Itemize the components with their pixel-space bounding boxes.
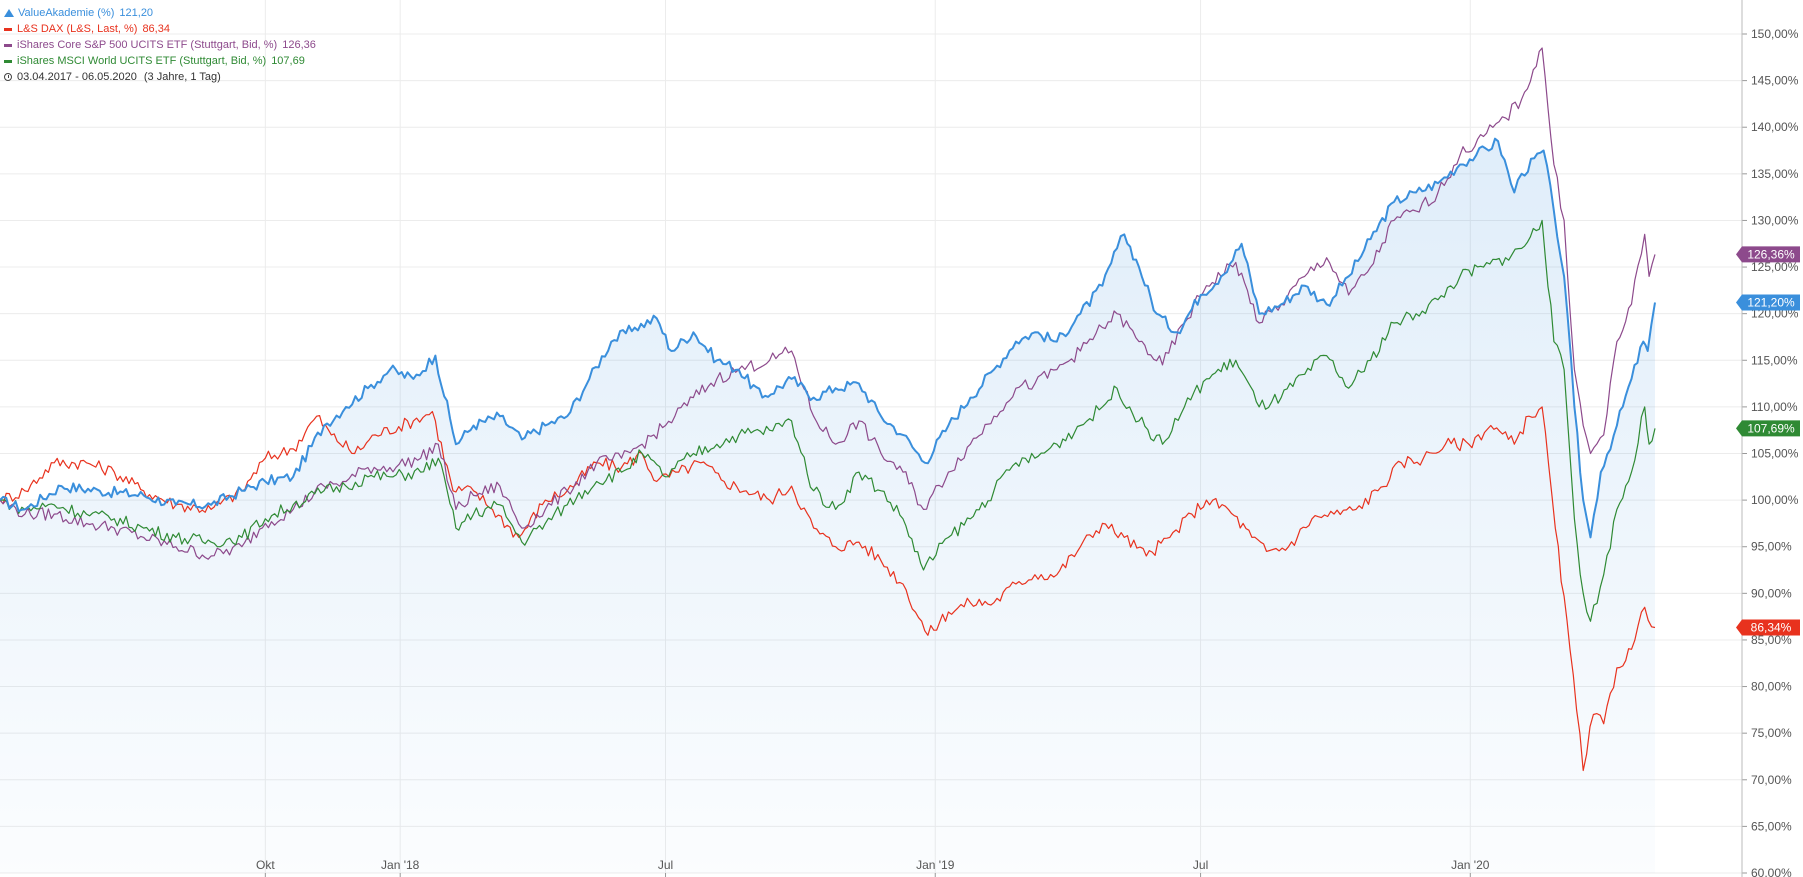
legend-label: iShares Core S&P 500 UCITS ETF (Stuttgar… [17, 39, 278, 51]
chart-legend: ValueAkademie (%) 121,20 L&S DAX (L&S, L… [4, 5, 316, 85]
line-icon [4, 59, 12, 63]
x-tick-label: Jan '20 [1451, 858, 1490, 872]
badge-label: 126,36% [1747, 247, 1795, 261]
y-tick-label: 85,00% [1751, 633, 1792, 647]
badge-label: 121,20% [1747, 295, 1795, 309]
clock-icon [4, 73, 12, 81]
y-tick-label: 95,00% [1751, 540, 1792, 554]
y-tick-label: 125,00% [1751, 260, 1799, 274]
y-tick-label: 150,00% [1751, 27, 1799, 41]
y-tick-label: 65,00% [1751, 819, 1792, 833]
y-tick-label: 105,00% [1751, 447, 1799, 461]
y-tick-label: 140,00% [1751, 120, 1799, 134]
badge-valueakademie: 121,20% [1736, 294, 1800, 311]
series-line-dax [0, 406, 1656, 772]
x-tick-label: Jul [658, 858, 673, 872]
badge-sp500: 126,36% [1736, 246, 1800, 263]
period-note: (3 Jahre, 1 Tag) [143, 71, 221, 83]
badge-label: 86,34% [1751, 620, 1792, 634]
y-tick-label: 75,00% [1751, 726, 1792, 740]
last-value-badges: 121,20% 86,34% 126,36% 107,69% [1736, 246, 1800, 636]
legend-item-msci-world[interactable]: iShares MSCI World UCITS ETF (Stuttgart,… [4, 53, 316, 69]
badge-msci-world: 107,69% [1736, 420, 1800, 437]
y-tick-label: 110,00% [1751, 400, 1798, 414]
series-layer [0, 47, 1656, 772]
legend-value: 121,20 [119, 7, 154, 19]
area-icon [4, 9, 14, 17]
x-tick-label: Jan '18 [381, 858, 420, 872]
badge-shape [1736, 619, 1800, 636]
line-icon [4, 43, 12, 47]
legend-label: L&S DAX (L&S, Last, %) [17, 23, 138, 35]
legend-label: iShares MSCI World UCITS ETF (Stuttgart,… [17, 55, 267, 67]
line-icon [4, 27, 12, 31]
x-axis: Okt Jan '18 Jul Jan '19 Jul Jan '20 [256, 858, 1490, 877]
legend-value: 86,34 [142, 23, 170, 35]
x-tick-label: Jan '19 [916, 858, 955, 872]
area-layer [0, 138, 1655, 873]
legend-period: 03.04.2017 - 06.05.2020 (3 Jahre, 1 Tag) [4, 69, 316, 85]
y-tick-label: 70,00% [1751, 773, 1792, 787]
y-tick-label: 130,00% [1751, 213, 1799, 227]
badge-shape [1736, 246, 1800, 263]
y-tick-label: 60,00% [1751, 866, 1792, 877]
legend-value: 107,69 [271, 55, 305, 67]
series-area-valueakademie [0, 138, 1655, 873]
x-tick-label: Okt [256, 858, 275, 872]
badge-shape [1736, 294, 1800, 311]
series-line-msci-world [0, 219, 1656, 622]
legend-label: ValueAkademie (%) [18, 7, 115, 19]
badge-dax: 86,34% [1736, 619, 1800, 636]
y-tick-label: 135,00% [1751, 167, 1799, 181]
legend-item-sp500[interactable]: iShares Core S&P 500 UCITS ETF (Stuttgar… [4, 37, 316, 53]
series-line-sp500 [0, 47, 1656, 560]
y-axis: 60,00% 65,00% 70,00% 75,00% 80,00% 85,00% 90,0… [1741, 0, 1799, 877]
y-tick-label: 90,00% [1751, 586, 1792, 600]
y-tick-label: 145,00% [1751, 74, 1799, 88]
x-tick-label: Jul [1193, 858, 1208, 872]
badge-shape [1736, 420, 1800, 437]
y-tick-label: 115,00% [1751, 353, 1798, 367]
y-tick-label: 100,00% [1751, 493, 1799, 507]
period-range: 03.04.2017 - 06.05.2020 [17, 71, 137, 83]
series-line-valueakademie [0, 137, 1656, 539]
legend-item-dax[interactable]: L&S DAX (L&S, Last, %) 86,34 [4, 21, 316, 37]
y-tick-label: 80,00% [1751, 680, 1792, 694]
legend-value: 126,36 [282, 39, 316, 51]
legend-item-valueakademie[interactable]: ValueAkademie (%) 121,20 [4, 5, 316, 21]
badge-label: 107,69% [1747, 421, 1795, 435]
